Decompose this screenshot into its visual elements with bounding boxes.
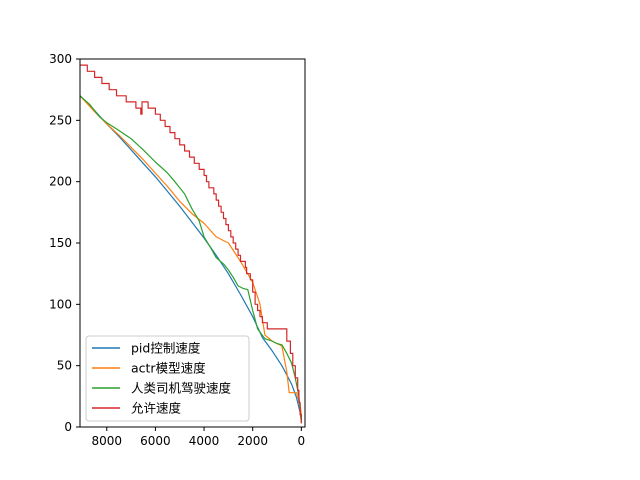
x-tick-label: 2000: [237, 434, 268, 448]
x-tick-label: 4000: [189, 434, 220, 448]
x-axis: 8000 6000 4000 2000 0: [91, 427, 305, 448]
x-tick-label: 6000: [140, 434, 171, 448]
y-tick-label: 200: [49, 175, 72, 189]
x-tick-label: 0: [298, 434, 306, 448]
legend-label: 人类司机驾驶速度: [131, 381, 232, 396]
legend-label: actr模型速度: [131, 361, 206, 376]
y-tick-label: 300: [49, 52, 72, 66]
plot-series: [80, 64, 302, 424]
y-tick-label: 50: [57, 359, 72, 373]
y-tick-label: 250: [49, 113, 72, 127]
y-tick-label: 100: [49, 297, 72, 311]
legend-label: pid控制速度: [131, 341, 201, 356]
series-line-3: [80, 64, 302, 424]
x-tick-label: 8000: [91, 434, 122, 448]
y-tick-label: 0: [64, 420, 72, 434]
y-tick-label: 150: [49, 236, 72, 250]
legend-label: 允许速度: [131, 401, 182, 416]
y-axis: 0 50 100 150 200 250 300: [49, 52, 80, 434]
series-line-2: [80, 95, 302, 424]
series-line-1: [80, 95, 302, 415]
legend-box: [85, 335, 250, 422]
